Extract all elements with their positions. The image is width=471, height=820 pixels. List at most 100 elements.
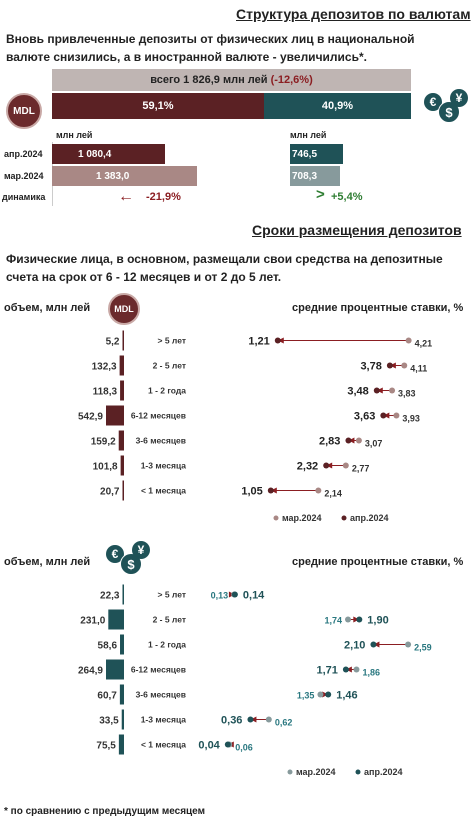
share-mdl-bar: 59,1% <box>52 93 264 119</box>
fx-bar-6 <box>118 734 124 755</box>
fx-legend-mar-marker <box>287 769 293 775</box>
mdl-category-0: > 5 лет <box>158 336 186 346</box>
mdl-dot-mar-4 <box>355 437 362 444</box>
mdl-dot-apr-6 <box>267 487 274 494</box>
fx-rate-apr-4: 1,46 <box>336 690 357 702</box>
row-label-dynamics: динамика <box>2 192 46 202</box>
currency-structure-title: Структура депозитов по валютам <box>236 6 471 22</box>
fx-bar-value-1: 231,0 <box>80 616 105 627</box>
fx-bar-1 <box>108 609 124 630</box>
mdl-dot-mar-2 <box>389 387 396 394</box>
mdl-maturity-chart: 5,2 > 5 лет 4,21 1,21 132,3 2 - 5 лет 4,11 3,78… <box>78 330 432 523</box>
maturity-title: Сроки размещения депозитов <box>252 222 462 238</box>
fx-dot-mar-2 <box>405 641 412 648</box>
mdl-dot-mar-6 <box>315 487 322 494</box>
fx-rate-mar-0: 0,13 <box>211 591 229 601</box>
mdl-bar-value-3: 542,9 <box>78 412 103 423</box>
fx-volume-label: объем, млн лей <box>4 556 91 568</box>
mdl-category-5: 1-3 месяца <box>141 461 187 471</box>
fx-category-5: 1-3 месяца <box>141 715 187 725</box>
share-fx-bar: 40,9% <box>264 93 411 119</box>
mdl-dot-apr-2 <box>373 387 380 394</box>
fx-apr-bar: 746,5 <box>290 144 343 164</box>
row-label-mar: мар.2024 <box>4 171 44 181</box>
maturity-text: Физические лица, в основном, размещали с… <box>6 252 443 284</box>
fx-dot-mar-4 <box>317 691 324 698</box>
fx-legend-apr-marker <box>355 769 361 775</box>
fx-dot-apr-6 <box>224 741 231 748</box>
fx-rate-apr-5: 0,36 <box>221 715 242 727</box>
total-deposits-label: всего 1 826,9 млн лей <box>150 74 268 86</box>
mdl-dot-mar-0 <box>405 337 412 344</box>
mdl-rate-mar-1: 4,11 <box>410 364 427 374</box>
fx-mar-bar: 708,3 <box>290 166 340 186</box>
fx-dot-apr-1 <box>356 616 363 623</box>
fx-category-2: 1 - 2 года <box>148 640 186 650</box>
unit-left: млн лей <box>56 130 93 140</box>
fx-rate-apr-6: 0,04 <box>198 740 220 752</box>
euro-icon: € <box>424 93 442 111</box>
mdl-bar-0 <box>122 330 124 351</box>
mdl-rate-mar-2: 3,83 <box>398 389 416 399</box>
mdl-dot-apr-0 <box>274 337 281 344</box>
fx-bar-value-2: 58,6 <box>98 641 118 652</box>
mdl-rate-apr-4: 2,83 <box>319 436 340 448</box>
fx-rate-apr-0: 0,14 <box>243 590 265 602</box>
currency-coins-icon: € $ ¥ <box>424 89 470 123</box>
mdl-bar-6 <box>122 480 124 501</box>
mdl-bar-2 <box>120 380 124 401</box>
dollar-icon: $ <box>438 101 460 123</box>
fx-legend-mar: мар.2024 <box>296 767 336 777</box>
fx-dot-apr-2 <box>370 641 377 648</box>
mdl-decrease-arrow-icon: ← <box>118 188 134 205</box>
fx-category-0: > 5 лет <box>158 590 186 600</box>
fx-bar-2 <box>120 634 124 655</box>
total-deposits-bar: всего 1 826,9 млн лей (-12,6%) <box>52 69 411 91</box>
fx-dot-mar-1 <box>345 616 351 623</box>
mdl-mar-bar: 1 383,0 <box>52 166 197 186</box>
mdl-bar-value-5: 101,8 <box>93 462 118 473</box>
fx-bar-5 <box>121 709 124 730</box>
total-deposits-change: (-12,6%) <box>270 74 313 86</box>
mdl-bar-value-0: 5,2 <box>106 337 120 348</box>
unit-right: млн лей <box>290 130 327 140</box>
fx-legend-apr: апр.2024 <box>364 767 402 777</box>
mdl-dot-mar-1 <box>401 362 408 369</box>
mdl-rate-mar-5: 2,77 <box>352 464 370 474</box>
fx-rate-apr-1: 1,90 <box>367 615 388 627</box>
mdl-change: -21,9% <box>146 191 181 203</box>
fx-bar-0 <box>122 584 124 605</box>
fx-rate-mar-1: 1,74 <box>324 616 342 626</box>
mdl-chart-badge-icon: MDL <box>108 293 140 325</box>
mdl-category-1: 2 - 5 лет <box>153 361 186 371</box>
mdl-dot-mar-3 <box>393 412 400 419</box>
footnote: * по сравнению с предыдущим месяцем <box>4 806 206 817</box>
mdl-legend-apr: апр.2024 <box>350 513 388 523</box>
mdl-bar-value-6: 20,7 <box>100 487 120 498</box>
mdl-rates-label: средние процентные ставки, % <box>292 302 464 314</box>
mdl-dot-apr-4 <box>345 437 352 444</box>
mdl-legend-mar: мар.2024 <box>282 513 322 523</box>
fx-chart-coins-icon: € $ ¥ <box>106 541 152 575</box>
fx-dot-apr-4 <box>325 691 332 698</box>
mdl-apr-bar: 1 080,4 <box>52 144 165 164</box>
fx-rate-apr-2: 2,10 <box>344 640 365 652</box>
mdl-dot-apr-5 <box>323 462 330 469</box>
mdl-dot-apr-1 <box>386 362 393 369</box>
fx-bar-value-5: 33,5 <box>99 716 119 727</box>
mdl-bar-4 <box>118 430 124 451</box>
fx-rate-mar-4: 1,35 <box>297 691 315 701</box>
mdl-bar-1 <box>119 355 124 376</box>
fx-rate-mar-2: 2,59 <box>414 643 432 653</box>
yen-icon: ¥ <box>132 541 150 559</box>
fx-rate-mar-3: 1,86 <box>362 668 380 678</box>
mdl-dot-mar-5 <box>342 462 349 469</box>
fx-category-6: < 1 месяца <box>141 740 186 750</box>
mdl-rate-apr-6: 1,05 <box>241 486 262 498</box>
mdl-dot-apr-3 <box>380 412 387 419</box>
fx-increase-arrow-icon: > <box>316 186 325 203</box>
fx-change: +5,4% <box>331 191 363 203</box>
fx-category-4: 3-6 месяцев <box>136 690 186 700</box>
mdl-rate-apr-2: 3,48 <box>347 386 368 398</box>
fx-category-1: 2 - 5 лет <box>153 615 186 625</box>
